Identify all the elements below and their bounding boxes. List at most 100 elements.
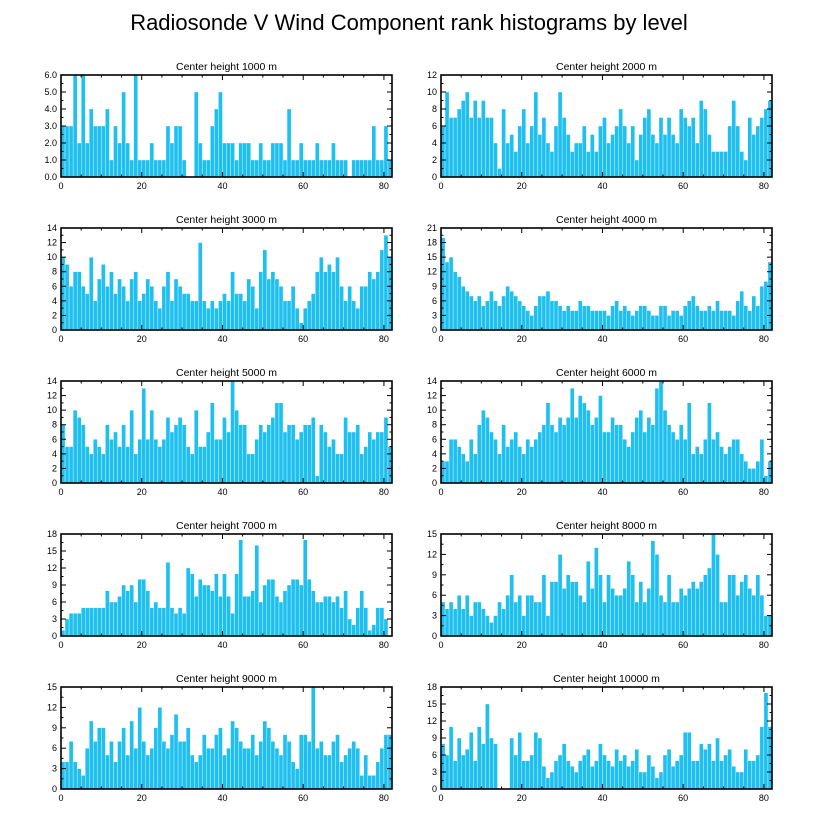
histogram-bar: [473, 100, 478, 178]
histogram-bar: [751, 134, 757, 178]
histogram-bar: [517, 732, 522, 790]
histogram-bar: [331, 741, 336, 790]
histogram-bar: [351, 624, 356, 637]
histogram-bar: [315, 475, 320, 484]
histogram-bar: [105, 108, 110, 178]
histogram-bar: [719, 310, 724, 331]
histogram-bar: [493, 300, 498, 331]
histogram-bar: [529, 446, 535, 484]
histogram-bar: [343, 754, 348, 790]
histogram-bar: [165, 271, 171, 331]
histogram-bar: [545, 142, 551, 178]
histogram-bar: [695, 305, 700, 331]
x-tick-label: 80: [379, 334, 389, 344]
histogram-bar: [477, 424, 482, 484]
histogram-bar: [169, 142, 175, 178]
histogram-bar: [198, 446, 203, 484]
histogram-bar: [658, 305, 664, 331]
histogram-bar: [553, 760, 559, 790]
histogram-bar: [198, 754, 203, 790]
histogram-bar: [129, 720, 134, 790]
histogram-bar: [743, 159, 748, 178]
histogram-bar: [594, 547, 599, 637]
histogram-bar: [735, 300, 740, 331]
histogram-bar: [666, 749, 672, 790]
histogram-bar: [465, 749, 470, 790]
histogram-bar: [549, 424, 555, 484]
histogram-bar: [101, 264, 106, 331]
histogram-bar: [582, 125, 587, 178]
histogram-bar: [339, 453, 344, 484]
histogram-bar: [331, 439, 336, 484]
histogram-bar: [731, 766, 736, 790]
histogram-bar: [335, 256, 340, 331]
histogram-bar: [489, 431, 494, 484]
histogram-bar: [173, 424, 179, 484]
x-tick-label: 20: [517, 793, 527, 803]
histogram-bar: [485, 417, 490, 484]
histogram-bar: [194, 91, 199, 178]
histogram-bar: [662, 601, 668, 637]
histogram-bar: [270, 142, 276, 178]
histogram-bar: [81, 775, 86, 790]
histogram-bar: [594, 760, 599, 790]
histogram-bar: [715, 300, 720, 331]
histogram-bar: [72, 761, 78, 790]
y-tick-label: 10: [427, 87, 437, 97]
x-tick-label: 80: [379, 793, 389, 803]
histogram-bar: [594, 151, 599, 178]
histogram-bar: [85, 142, 90, 178]
histogram-bar: [278, 402, 284, 484]
histogram-bar: [739, 771, 744, 790]
histogram-bar: [586, 305, 591, 331]
histogram-bar: [375, 761, 381, 790]
histogram-bar: [242, 596, 247, 637]
histogram-bar: [473, 300, 478, 331]
histogram-bar: [569, 581, 575, 637]
histogram-bar: [481, 608, 486, 637]
histogram-bar: [335, 596, 340, 637]
histogram-bar: [485, 300, 490, 331]
x-tick-label: 0: [58, 793, 63, 803]
histogram-bar: [286, 584, 292, 637]
histogram-bar: [97, 607, 102, 637]
histogram-bar: [739, 151, 744, 178]
histogram-bar: [149, 142, 155, 178]
histogram-bar: [202, 734, 207, 790]
histogram-bar: [493, 439, 498, 484]
histogram-bar: [574, 310, 579, 331]
histogram-bar: [654, 554, 660, 637]
histogram-bar: [222, 417, 227, 484]
histogram-bar: [678, 754, 684, 790]
histogram-bar: [658, 595, 664, 637]
histogram-bar: [610, 305, 615, 331]
histogram-bar: [461, 286, 466, 331]
histogram-bar: [89, 108, 94, 178]
histogram-bar: [513, 295, 518, 331]
histogram-bar: [189, 573, 195, 637]
histogram-bar: [448, 726, 454, 790]
histogram-bar: [763, 475, 769, 484]
x-tick-label: 0: [438, 487, 443, 497]
histogram-bar: [654, 777, 660, 790]
panel-title: Center height 1000 m: [176, 61, 277, 73]
y-tick-label: 4: [52, 296, 57, 306]
histogram-bar: [371, 125, 377, 178]
histogram-bar: [157, 707, 163, 790]
histogram-bar: [210, 590, 215, 637]
histogram-bar: [105, 424, 110, 484]
histogram-bar: [461, 608, 466, 637]
histogram-bar: [93, 741, 98, 790]
histogram-bar: [622, 125, 627, 178]
panel-title: Center height 2000 m: [556, 61, 657, 73]
histogram-bar: [703, 439, 708, 484]
histogram-bar: [521, 615, 526, 637]
y-tick-label: 9: [52, 580, 57, 590]
histogram-bar: [194, 761, 199, 790]
histogram-bar: [185, 293, 191, 331]
histogram-bar: [311, 686, 316, 790]
y-tick-label: 9: [52, 723, 57, 733]
histogram-bar: [189, 453, 195, 484]
panel-title: Center height 5000 m: [176, 367, 277, 379]
x-tick-label: 60: [298, 487, 308, 497]
